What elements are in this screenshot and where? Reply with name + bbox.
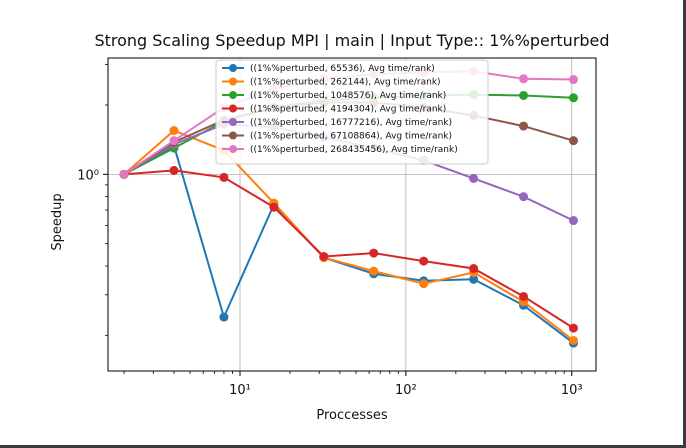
data-point (219, 172, 229, 182)
series-line (124, 169, 575, 329)
data-point (568, 216, 578, 226)
legend-marker (229, 77, 237, 86)
plot-area (107, 57, 597, 372)
x-axis-label: Proccesses (316, 408, 387, 423)
legend-marker (229, 91, 237, 99)
data-point (269, 202, 279, 212)
data-point (469, 173, 479, 183)
data-point (119, 169, 129, 179)
legend-marker (229, 131, 237, 140)
data-point (369, 266, 379, 276)
legend-marker (229, 104, 237, 113)
legend-marker (229, 64, 237, 72)
x-tick-label: 10¹ (229, 383, 251, 398)
legend-entry: ((1%%perturbed, 65536), Avg time/rank) (222, 64, 435, 74)
legend-label: ((1%%perturbed, 268435456), Avg time/ran… (250, 145, 458, 155)
data-point (169, 165, 179, 175)
x-tick-label: 10² (395, 383, 417, 398)
data-point (469, 264, 479, 274)
axis-ticks: 10¹ 10² 10³ 10⁰ (77, 64, 583, 398)
legend-entry: ((1%%perturbed, 262144), Avg time/rank) (222, 77, 441, 88)
legend: ((1%%perturbed, 65536), Avg time/rank) ((… (215, 59, 489, 165)
y-axis-label: Speedup (50, 193, 65, 250)
legend-entry: ((1%%perturbed, 16777216), Avg time/rank… (222, 118, 452, 128)
data-point (519, 90, 529, 100)
legend-label: ((1%%perturbed, 1048576), Avg time/rank) (250, 91, 446, 101)
legend-entry: ((1%%perturbed, 1048576), Avg time/rank) (222, 91, 446, 101)
legend-marker (229, 118, 237, 126)
data-point (568, 136, 578, 146)
chart-title: Strong Scaling Speedup MPI | main | Inpu… (94, 31, 609, 50)
series-line (123, 144, 575, 344)
data-point (419, 256, 429, 266)
data-point (519, 291, 529, 301)
legend-box (215, 59, 489, 165)
data-point (169, 126, 179, 136)
data-point (568, 75, 578, 85)
legend-entry: ((1%%perturbed, 67108864), Avg time/rank… (222, 131, 452, 142)
data-point (419, 279, 429, 289)
data-point (319, 251, 329, 261)
data-point (519, 192, 529, 202)
legend-entry: ((1%%perturbed, 268435456), Avg time/ran… (222, 145, 458, 155)
data-point (519, 74, 529, 84)
legend-label: ((1%%perturbed, 16777216), Avg time/rank… (250, 118, 452, 128)
legend-marker (229, 145, 237, 153)
data-point (469, 274, 479, 284)
legend-label: ((1%%perturbed, 65536), Avg time/rank) (250, 64, 435, 74)
legend-label: ((1%%perturbed, 262144), Avg time/rank) (250, 78, 441, 88)
legend-label: ((1%%perturbed, 67108864), Avg time/rank… (250, 132, 452, 142)
data-point (568, 323, 578, 333)
data-point (568, 93, 578, 103)
x-tick-label: 10³ (561, 383, 583, 398)
legend-entry: ((1%%perturbed, 4194304), Avg time/rank) (222, 104, 446, 115)
data-point (519, 121, 529, 131)
data-point (568, 335, 578, 345)
data-point (369, 248, 379, 258)
data-point (169, 136, 179, 146)
legend-label: ((1%%perturbed, 4194304), Avg time/rank) (250, 105, 446, 115)
series-line (123, 129, 575, 342)
data-point (219, 312, 229, 322)
y-tick-label: 10⁰ (77, 168, 99, 183)
